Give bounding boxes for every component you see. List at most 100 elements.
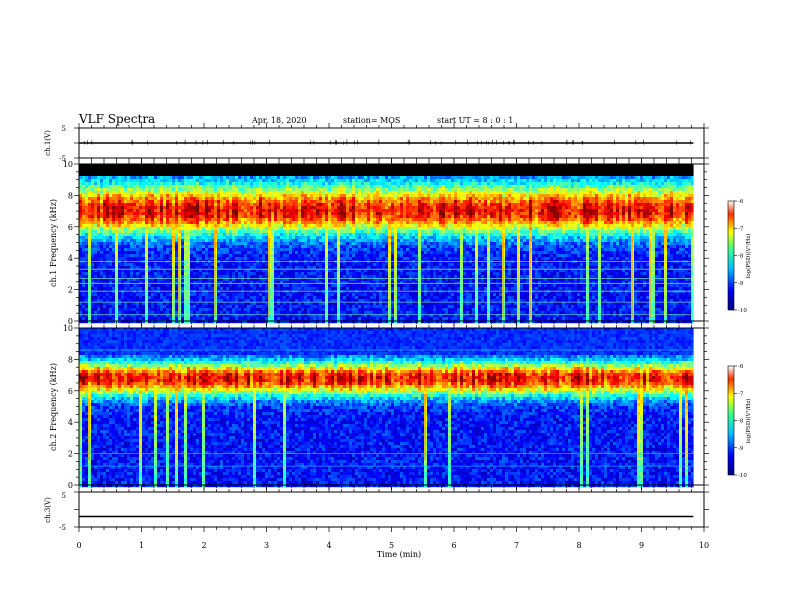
spectrogram-cell xyxy=(340,179,343,182)
spectrogram-cell xyxy=(235,293,238,296)
spectrogram-cell xyxy=(301,266,304,269)
spectrogram-cell xyxy=(292,266,295,269)
spectrogram-cell xyxy=(187,275,190,278)
spectrogram-cell xyxy=(106,296,109,299)
spectrogram-cell xyxy=(97,185,100,188)
spectrogram-cell xyxy=(190,182,193,185)
spectrogram-cell xyxy=(283,227,286,230)
spectrogram-cell xyxy=(274,179,277,182)
spectrogram-cell xyxy=(163,200,166,203)
spectrogram-cell xyxy=(190,227,193,230)
spectrogram-cell xyxy=(211,254,214,257)
spectrogram-cell xyxy=(343,236,346,239)
spectrogram-cell xyxy=(265,215,268,218)
spectrogram-cell xyxy=(298,245,301,248)
spectrogram-cell xyxy=(280,257,283,260)
spectrogram-cell xyxy=(256,215,259,218)
spectrogram-cell xyxy=(85,182,88,185)
spectrogram-cell xyxy=(232,182,235,185)
vlf-figure: VLF Spectra Apr. 18, 2020 station= MOS s… xyxy=(0,0,792,612)
spectrogram-cell xyxy=(103,227,106,230)
spectrogram-cell xyxy=(343,221,346,224)
spectrogram-cell xyxy=(277,179,280,182)
spectrogram-cell xyxy=(298,266,301,269)
spectrogram-cell xyxy=(160,176,163,179)
spectrogram-cell xyxy=(328,167,331,170)
spectrogram-cell xyxy=(130,245,133,248)
spectrogram-cell xyxy=(259,176,262,179)
spectrogram-cell xyxy=(103,170,106,173)
spectrogram-cell xyxy=(313,185,316,188)
spectrogram-cell xyxy=(262,185,265,188)
spectrogram-cell xyxy=(91,224,94,227)
spectrogram-cell xyxy=(100,218,103,221)
spectrogram-cell xyxy=(277,185,280,188)
spectrogram-cell xyxy=(259,167,262,170)
spectrogram-cell xyxy=(181,167,184,170)
spectrogram-cell xyxy=(166,290,169,293)
spectrogram-cell xyxy=(196,218,199,221)
spectrogram-cell xyxy=(307,212,310,215)
spectrogram-cell xyxy=(145,308,148,311)
spectrogram-cell xyxy=(253,206,256,209)
spectrogram-cell xyxy=(301,218,304,221)
spectrogram-cell xyxy=(133,224,136,227)
spectrogram-cell xyxy=(229,215,232,218)
spectrogram-cell xyxy=(250,296,253,299)
spectrogram-cell xyxy=(94,287,97,290)
spectrogram-cell xyxy=(337,242,340,245)
spectrogram-cell xyxy=(97,317,100,320)
spectrogram-cell xyxy=(184,293,187,296)
spectrogram-cell xyxy=(118,305,121,308)
spectrogram-cell xyxy=(82,242,85,245)
spectrogram-cell xyxy=(340,263,343,266)
spectrogram-cell xyxy=(292,317,295,320)
spectrogram-cell xyxy=(190,308,193,311)
spectrogram-cell xyxy=(145,266,148,269)
spectrogram-cell xyxy=(109,215,112,218)
spectrogram-cell xyxy=(325,215,328,218)
spectrogram-cell xyxy=(253,296,256,299)
spectrogram-cell xyxy=(304,227,307,230)
spectrogram-cell xyxy=(235,215,238,218)
spectrogram-cell xyxy=(304,188,307,191)
spectrogram-cell xyxy=(313,182,316,185)
spectrogram-cell xyxy=(223,221,226,224)
spectrogram-cell xyxy=(289,203,292,206)
spectrogram-cell xyxy=(217,188,220,191)
spectrogram-cell xyxy=(319,206,322,209)
spectrogram-cell xyxy=(169,296,172,299)
spectrogram-cell xyxy=(223,320,226,323)
spectrogram-cell xyxy=(154,272,157,275)
spectrogram-cell xyxy=(124,299,127,302)
spectrogram-cell xyxy=(175,215,178,218)
spectrogram-cell xyxy=(115,272,118,275)
spectrogram-cell xyxy=(310,248,313,251)
spectrogram-cell xyxy=(265,167,268,170)
spectrogram-cell xyxy=(100,275,103,278)
spectrogram-cell xyxy=(268,185,271,188)
spectrogram-cell xyxy=(208,227,211,230)
spectrogram-cell xyxy=(202,170,205,173)
spectrogram-cell xyxy=(169,179,172,182)
spectrogram-cell xyxy=(175,185,178,188)
spectrogram-cell xyxy=(187,221,190,224)
spectrogram-cell xyxy=(172,248,175,251)
spectrogram-cell xyxy=(331,320,334,323)
spectrogram-cell xyxy=(175,179,178,182)
spectrogram-cell xyxy=(334,284,337,287)
spectrogram-cell xyxy=(127,242,130,245)
spectrogram-cell xyxy=(232,284,235,287)
spectrogram-cell xyxy=(274,239,277,242)
spectrogram-cell xyxy=(268,272,271,275)
spectrogram-cell xyxy=(271,236,274,239)
spectrogram-cell xyxy=(151,215,154,218)
spectrogram-cell xyxy=(85,167,88,170)
spectrogram-cell xyxy=(310,230,313,233)
spectrogram-cell xyxy=(175,191,178,194)
spectrogram-cell xyxy=(205,188,208,191)
spectrogram-cell xyxy=(349,266,352,269)
spectrogram-cell xyxy=(271,245,274,248)
spectrogram-cell xyxy=(106,173,109,176)
spectrogram-cell xyxy=(178,317,181,320)
